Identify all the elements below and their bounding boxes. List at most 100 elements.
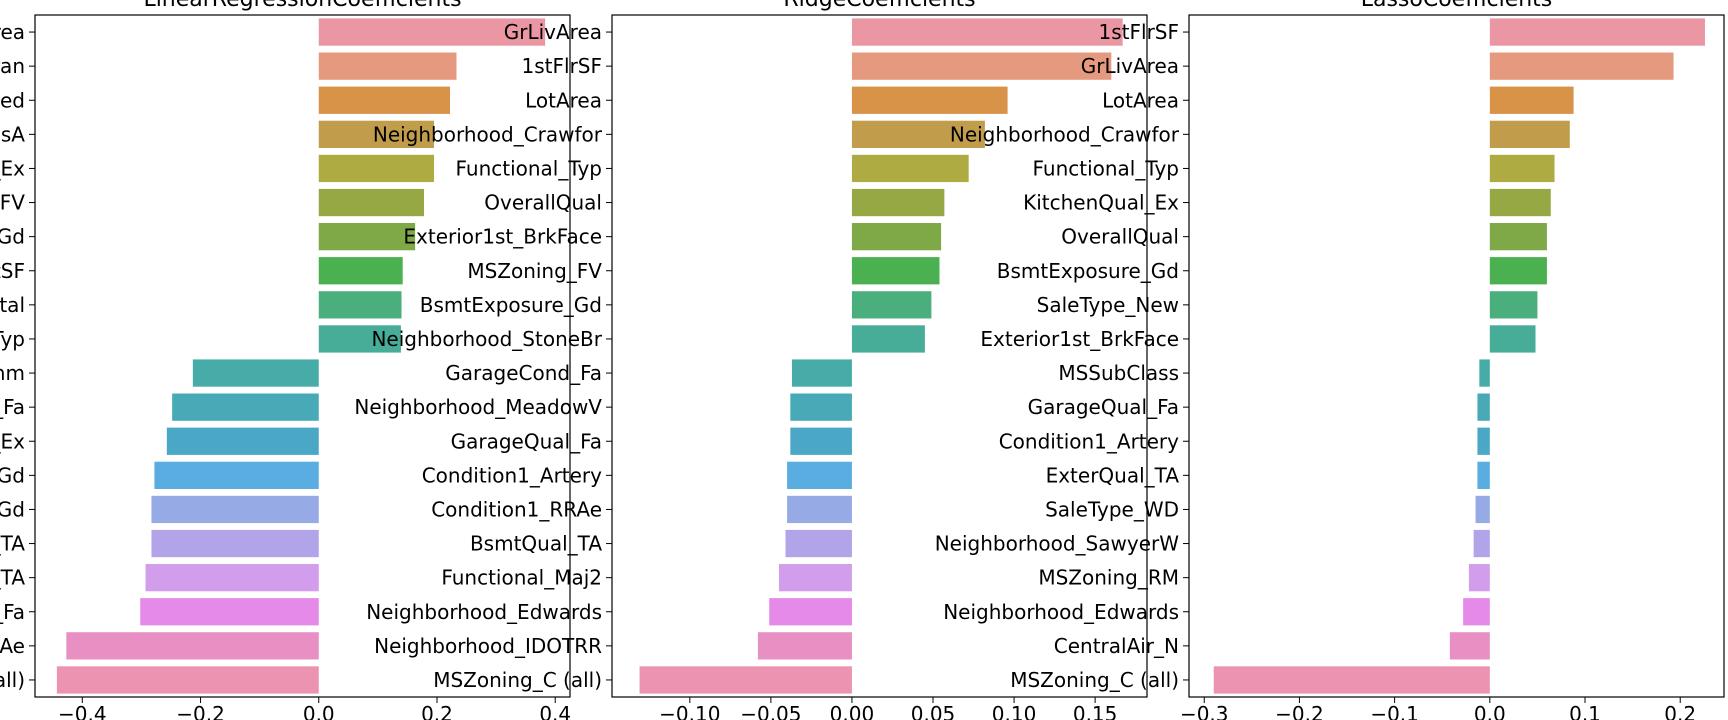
y-tick-label: BsmtQual_TA (0, 566, 25, 590)
y-tick-label: MSSubClass (1058, 361, 1179, 385)
y-tick-label: GarageQual_Fa (1028, 395, 1179, 419)
y-tick-label: GrLivArea (0, 20, 25, 44)
bar (851, 120, 985, 148)
bar (1489, 120, 1570, 148)
y-tick-label: BsmtExposure_Gd (997, 259, 1179, 283)
bar (318, 223, 416, 251)
y-tick-label: BsmtCond_Gd (0, 497, 25, 521)
y-tick-label: Functional_Typ (0, 327, 25, 351)
x-tick-label: 0.05 (911, 702, 956, 720)
bar (790, 393, 852, 421)
y-tick-label: ExterQual_TA (1046, 463, 1180, 487)
bar (1489, 223, 1547, 251)
bar (1213, 666, 1490, 694)
y-tick-label: Matl_Membran (0, 54, 25, 78)
bar (1475, 495, 1490, 524)
y-tick-label: BsmtQual_TA (470, 532, 602, 556)
bar (851, 52, 1112, 80)
bar (66, 632, 319, 660)
chart-title: LinearRegressionCoefficients (143, 0, 461, 12)
chart-panel-1: LinearRegressionCoefficients GrLivArea Mat… (0, 0, 571, 720)
y-tick-label: MSZoning_C (all) (1010, 668, 1179, 692)
x-tick-label: −0.2 (1275, 702, 1324, 720)
chart-title: RidgeCoefficients (783, 0, 975, 12)
bar (1489, 188, 1551, 217)
y-tick-label: oofMatl_Metal (0, 293, 25, 317)
bar (318, 188, 424, 217)
axes-frame (1188, 14, 1725, 698)
chart-panel-2: RidgeCoefficients GrLivArea 1stFlrSF LotAre… (354, 0, 1148, 720)
y-tick-label: Neighborhood_MeadowV (354, 395, 602, 419)
bar (1489, 257, 1547, 285)
bar (851, 188, 945, 217)
x-tick-label: −0.2 (176, 702, 225, 720)
x-tick-label: 0.1 (1569, 702, 1601, 720)
y-tick-label: ndition2_RRAe (0, 634, 25, 658)
bar (791, 359, 852, 387)
bar (790, 427, 852, 455)
y-tick-label: TotalBsmtSF (0, 259, 25, 283)
y-tick-label: Condition1_Artery (422, 463, 602, 487)
bar (140, 598, 319, 626)
x-tick-label: 0.00 (830, 702, 875, 720)
y-tick-label: Exterior1st_BrkFace (980, 327, 1179, 351)
y-tick-label: LotArea (1102, 88, 1179, 112)
bar (318, 120, 435, 148)
y-tick-label: SaleType_WD (1045, 497, 1179, 521)
bar (318, 291, 402, 319)
bar (1489, 18, 1705, 46)
y-tick-label: Neighborhood_Crawfor (950, 122, 1180, 146)
x-tick-label: −0.4 (58, 702, 107, 720)
y-tick-label: Functional_Typ (1032, 156, 1179, 180)
y-tick-label: ndition2_PosA (0, 122, 25, 146)
bar (154, 461, 319, 489)
x-tick-label: 0.0 (1474, 702, 1506, 720)
bar (1489, 86, 1574, 114)
y-tick-label: 1stFlrSF (1099, 20, 1179, 44)
x-tick-label: −0.10 (659, 702, 720, 720)
bar (851, 18, 1123, 46)
y-tick-label: Functional_Maj2 (441, 566, 602, 590)
y-tick-label: tExposure_Gd (0, 225, 25, 249)
y-tick-label: BsmtExposure_Gd (420, 293, 602, 317)
bar (757, 632, 852, 660)
y-tick-label: Functional_Typ (455, 156, 602, 180)
axes-frame (34, 14, 571, 698)
y-tick-label: GarageCond_Fa (445, 361, 602, 385)
x-tick-label: 0.10 (992, 702, 1037, 720)
bar (318, 325, 401, 353)
y-tick-label: KitchenQual_Ex (1023, 191, 1179, 215)
bar (851, 257, 940, 285)
y-tick-label: Condition1_RRAe (431, 497, 602, 521)
y-tick-label: GarageQual_Fa (451, 429, 602, 453)
bar (172, 393, 319, 421)
y-tick-label: LotArea (525, 88, 602, 112)
bar (851, 154, 969, 183)
bar (785, 529, 852, 558)
bar (1479, 359, 1490, 387)
y-tick-label: OverallQual (484, 191, 602, 215)
bar (851, 291, 932, 319)
x-tick-label: −0.1 (1370, 702, 1419, 720)
y-tick-label: GrLivArea (1081, 54, 1179, 78)
bar (318, 86, 450, 114)
bar (151, 495, 319, 524)
bar (778, 564, 852, 592)
bar (1449, 632, 1490, 660)
bar (1489, 154, 1555, 183)
bar (166, 427, 319, 455)
y-tick-label: GrLivArea (504, 20, 602, 44)
bar (145, 564, 319, 592)
y-tick-label: BsmtQual_Ex (0, 429, 25, 453)
y-tick-label: Condition1_Artery (999, 429, 1179, 453)
bar (851, 223, 942, 251)
bar (787, 461, 852, 489)
bar (787, 495, 852, 524)
bar (318, 154, 435, 183)
bar (1489, 52, 1674, 80)
y-tick-label: MSZoning_FV (0, 191, 25, 215)
x-tick-label: 0.0 (303, 702, 335, 720)
x-tick-label: −0.05 (740, 702, 801, 720)
y-tick-label: 1stFlrSF (522, 54, 602, 78)
